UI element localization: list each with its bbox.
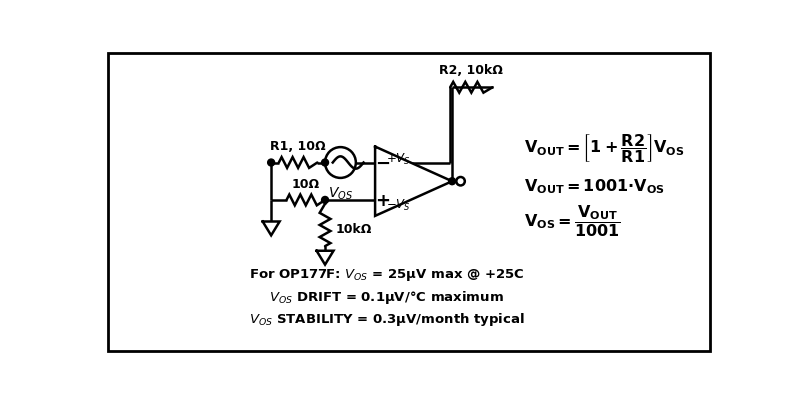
Text: 10kΩ: 10kΩ [336,223,372,236]
Text: $V_{OS}$ STABILITY = 0.3μV/month typical: $V_{OS}$ STABILITY = 0.3μV/month typical [249,310,524,327]
Text: R1, 10Ω: R1, 10Ω [271,140,326,152]
Circle shape [325,148,356,178]
Text: $V_{OS}$: $V_{OS}$ [328,185,353,202]
Circle shape [456,178,464,186]
Circle shape [322,197,329,204]
Text: For OP177F: $V_{OS}$ = 25μV max @ +25C: For OP177F: $V_{OS}$ = 25μV max @ +25C [249,266,524,282]
Text: 10Ω: 10Ω [292,178,320,190]
Polygon shape [375,147,452,216]
Text: −: − [375,154,390,172]
Circle shape [448,178,456,185]
Text: $\mathbf{V_{OS} = \dfrac{V_{OUT}}{1001}}$: $\mathbf{V_{OS} = \dfrac{V_{OUT}}{1001}}… [523,203,621,238]
Circle shape [267,160,275,166]
Text: $-V_S$: $-V_S$ [385,197,411,213]
Text: +: + [375,191,390,209]
Circle shape [322,160,329,166]
Text: $\mathbf{V_{OUT} = \left[1 + \dfrac{R2}{R1}\right] V_{OS}}$: $\mathbf{V_{OUT} = \left[1 + \dfrac{R2}{… [523,132,684,164]
Text: $V_{OS}$ DRIFT = 0.1μV/°C maximum: $V_{OS}$ DRIFT = 0.1μV/°C maximum [269,288,504,306]
Text: $+V_S$: $+V_S$ [385,151,411,166]
Text: $\mathbf{V_{OUT} = 1001{\cdot} V_{OS}}$: $\mathbf{V_{OUT} = 1001{\cdot} V_{OS}}$ [523,177,665,196]
Text: R2, 10kΩ: R2, 10kΩ [440,64,504,77]
